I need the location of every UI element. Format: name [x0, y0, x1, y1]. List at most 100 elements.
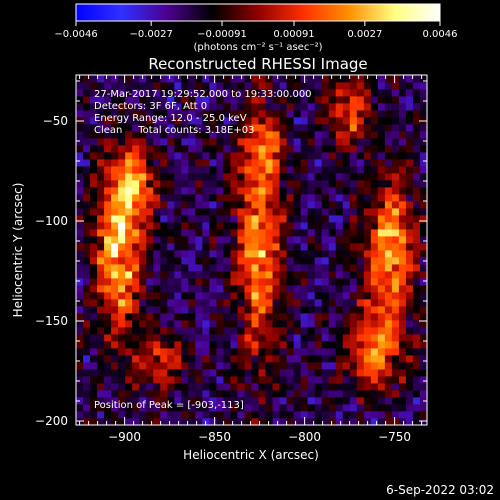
- heatmap-cell: [265, 89, 273, 97]
- heatmap-cell: [363, 82, 372, 90]
- heatmap-cell: [188, 187, 196, 195]
- heatmap-cell: [398, 152, 407, 160]
- heatmap-cell: [335, 271, 344, 279]
- heatmap-cell: [104, 355, 112, 363]
- heatmap-cell: [181, 320, 189, 328]
- heatmap-cell: [293, 257, 302, 265]
- heatmap-cell: [146, 411, 154, 419]
- heatmap-cell: [230, 341, 238, 349]
- heatmap-cell: [391, 278, 400, 286]
- heatmap-cell: [356, 173, 365, 181]
- heatmap-cell: [188, 313, 196, 321]
- heatmap-cell: [363, 390, 372, 398]
- heatmap-cell: [139, 124, 147, 132]
- heatmap-cell: [328, 278, 337, 286]
- heatmap-cell: [412, 376, 421, 384]
- heatmap-cell: [314, 334, 323, 342]
- heatmap-cell: [370, 376, 379, 384]
- heatmap-cell: [139, 229, 147, 237]
- heatmap-cell: [370, 285, 379, 293]
- heatmap-cell: [286, 390, 295, 398]
- heatmap-cell: [104, 271, 112, 279]
- heatmap-cell: [398, 222, 407, 230]
- heatmap-cell: [167, 166, 175, 174]
- heatmap-cell: [188, 264, 196, 272]
- heatmap-cell: [314, 187, 323, 195]
- heatmap-cell: [419, 138, 428, 146]
- heatmap-cell: [216, 187, 224, 195]
- heatmap-cell: [279, 152, 287, 160]
- heatmap-cell: [104, 89, 112, 97]
- heatmap-cell: [391, 257, 400, 265]
- heatmap-cell: [167, 362, 175, 370]
- heatmap-cell: [223, 250, 231, 258]
- heatmap-cell: [349, 166, 358, 174]
- heatmap-cell: [412, 334, 421, 342]
- heatmap-cell: [153, 411, 161, 419]
- heatmap-cell: [97, 404, 105, 412]
- heatmap-cell: [265, 341, 273, 349]
- heatmap-cell: [363, 341, 372, 349]
- heatmap-cell: [132, 82, 140, 90]
- heatmap-cell: [279, 180, 287, 188]
- heatmap-cell: [391, 390, 400, 398]
- heatmap-cell: [209, 138, 217, 146]
- heatmap-cell: [153, 117, 161, 125]
- heatmap-cell: [328, 208, 337, 216]
- heatmap-cell: [321, 166, 330, 174]
- heatmap-cell: [160, 215, 168, 223]
- heatmap-cell: [167, 187, 175, 195]
- heatmap-cell: [279, 264, 287, 272]
- heatmap-cell: [363, 313, 372, 321]
- y-axis-ticks: −50−100−150−200: [35, 80, 427, 428]
- heatmap-cell: [202, 320, 210, 328]
- heatmap-cell: [125, 341, 133, 349]
- heatmap-cell: [125, 117, 133, 125]
- heatmap-cell: [377, 334, 386, 342]
- heatmap-cell: [286, 152, 295, 160]
- heatmap-cell: [251, 194, 259, 202]
- heatmap-cell: [202, 348, 210, 356]
- heatmap-cell: [230, 369, 238, 377]
- heatmap-cell: [307, 285, 316, 293]
- heatmap-cell: [188, 222, 196, 230]
- heatmap-cell: [83, 334, 91, 342]
- heatmap-cell: [293, 236, 302, 244]
- heatmap-cell: [307, 180, 316, 188]
- heatmap-cell: [174, 285, 182, 293]
- heatmap-cell: [118, 103, 126, 111]
- heatmap-cell: [251, 320, 259, 328]
- heatmap-cell: [251, 229, 259, 237]
- heatmap-cell: [321, 152, 330, 160]
- heatmap-cell: [188, 278, 196, 286]
- heatmap-cell: [258, 278, 266, 286]
- heatmap-cell: [405, 124, 414, 132]
- heatmap-cell: [132, 222, 140, 230]
- heatmap-cell: [300, 362, 309, 370]
- heatmap-cell: [342, 390, 351, 398]
- heatmap-cell: [167, 152, 175, 160]
- heatmap-cell: [265, 250, 273, 258]
- heatmap-cell: [377, 236, 386, 244]
- heatmap-cell: [342, 250, 351, 258]
- heatmap-cell: [216, 285, 224, 293]
- heatmap-cell: [202, 390, 210, 398]
- heatmap-cell: [83, 264, 91, 272]
- heatmap-cell: [223, 124, 231, 132]
- heatmap-cell: [209, 327, 217, 335]
- heatmap-cell: [412, 166, 421, 174]
- heatmap-cell: [90, 89, 98, 97]
- heatmap-cell: [328, 103, 337, 111]
- heatmap-cell: [377, 138, 386, 146]
- heatmap-cell: [111, 243, 119, 251]
- heatmap-cell: [181, 75, 189, 83]
- heatmap-cell: [97, 250, 105, 258]
- heatmap-cell: [398, 334, 407, 342]
- heatmap-cell: [83, 306, 91, 314]
- heatmap-cell: [286, 411, 295, 419]
- heatmap-cell: [244, 369, 252, 377]
- heatmap-cell: [188, 271, 196, 279]
- heatmap-cell: [97, 159, 105, 167]
- heatmap-cell: [307, 299, 316, 307]
- heatmap-cell: [300, 117, 309, 125]
